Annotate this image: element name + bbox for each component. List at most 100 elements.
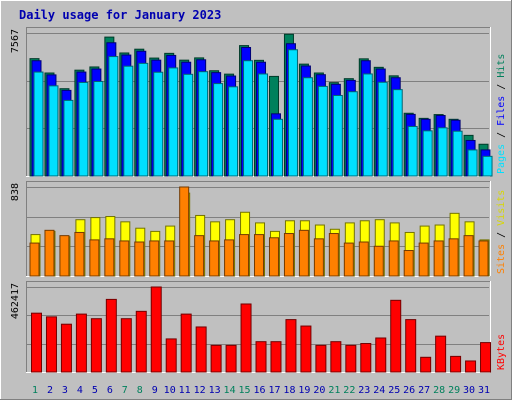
bar-sites-day-13 (209, 240, 220, 277)
bar-pages-day-14 (228, 86, 239, 177)
panel-3: 462417 KBytes (10, 281, 507, 373)
bar-kbytes-day-9 (150, 286, 162, 373)
bar-sites-day-28 (433, 240, 444, 277)
day-label: 24 (373, 385, 385, 396)
day-label: 3 (62, 385, 68, 396)
bar-pages-day-20 (317, 85, 328, 177)
legend-entry: / (496, 126, 507, 144)
legend-entry: Sites (496, 244, 507, 274)
bar-kbytes-day-1 (31, 312, 42, 373)
day-label: 16 (253, 385, 265, 396)
series-pages (33, 49, 493, 177)
bar-pages-day-21 (332, 94, 343, 177)
bar-sites-day-30 (463, 235, 474, 277)
bar-kbytes-day-4 (75, 313, 87, 373)
day-label: 10 (164, 385, 176, 396)
bar-sites-day-23 (358, 241, 369, 277)
day-label: 14 (224, 385, 236, 396)
bar-kbytes-day-29 (450, 355, 462, 373)
bar-kbytes-day-14 (225, 344, 237, 373)
bar-pages-day-8 (138, 62, 149, 177)
chart-title: Daily usage for January 2023 (19, 8, 221, 22)
bar-sites-day-26 (403, 250, 414, 277)
bar-sites-day-29 (448, 238, 459, 277)
series-legend: Pages / Files / Hits (496, 54, 507, 174)
day-label: 29 (448, 385, 460, 396)
bar-pages-day-13 (213, 83, 224, 177)
bar-pages-day-4 (78, 81, 89, 177)
legend-entry: KBytes (496, 334, 507, 370)
bar-pages-day-11 (183, 73, 194, 177)
bar-sites-day-5 (89, 239, 100, 277)
bar-sites-day-20 (313, 238, 324, 277)
day-label: 30 (463, 385, 475, 396)
bar-kbytes-day-11 (180, 313, 192, 373)
bar-pages-day-31 (482, 155, 493, 177)
day-label: 2 (47, 385, 53, 396)
bar-sites-day-3 (59, 235, 70, 277)
ymax-label: 838 (10, 183, 21, 201)
legend-entry: Files (496, 96, 507, 126)
bar-kbytes-day-30 (465, 360, 477, 373)
panel-2: 838 Sites / Visits (10, 181, 507, 277)
day-label: 20 (313, 385, 325, 396)
bar-pages-day-16 (258, 73, 269, 177)
ymax-label: 462417 (10, 283, 21, 319)
bar-pages-day-29 (452, 130, 463, 177)
bar-sites-day-4 (74, 231, 85, 277)
bar-pages-day-1 (33, 71, 44, 177)
day-label: 28 (433, 385, 445, 396)
bar-pages-day-26 (407, 125, 418, 177)
bar-pages-day-27 (422, 130, 433, 177)
bar-pages-day-12 (198, 71, 209, 177)
bar-sites-day-15 (239, 234, 250, 277)
day-label: 23 (358, 385, 370, 396)
day-label: 12 (194, 385, 206, 396)
bar-sites-day-14 (224, 239, 235, 277)
day-label: 11 (179, 385, 191, 396)
bar-pages-day-15 (243, 60, 254, 177)
bar-sites-day-1 (29, 242, 40, 277)
bar-kbytes-day-2 (45, 316, 57, 373)
day-label: 22 (343, 385, 355, 396)
day-label: 9 (152, 385, 158, 396)
bar-pages-day-22 (347, 91, 358, 177)
bar-sites-day-22 (343, 242, 354, 277)
bar-kbytes-day-15 (240, 303, 252, 373)
bar-pages-day-7 (123, 65, 134, 177)
bar-sites-day-25 (388, 240, 399, 277)
bar-kbytes-day-24 (375, 337, 387, 373)
bar-pages-day-3 (63, 99, 74, 177)
legend-entry: / (496, 226, 507, 244)
ymax-label: 7567 (10, 29, 21, 53)
bar-kbytes-day-23 (360, 343, 372, 373)
bar-sites-day-7 (119, 240, 130, 277)
bar-kbytes-day-18 (285, 319, 297, 373)
bar-pages-day-6 (108, 56, 119, 177)
bar-sites-day-10 (164, 240, 175, 277)
bar-sites-day-12 (194, 235, 205, 277)
bar-sites-day-17 (268, 237, 279, 277)
bar-pages-day-23 (362, 73, 373, 177)
bar-pages-day-28 (437, 127, 448, 177)
bar-pages-day-17 (272, 118, 283, 177)
bar-sites-day-11 (179, 186, 190, 277)
bar-kbytes-day-22 (345, 344, 357, 373)
bar-kbytes-day-31 (480, 342, 492, 373)
series-legend: Sites / Visits (496, 190, 507, 274)
bar-sites-day-27 (418, 242, 429, 277)
bar-kbytes-day-12 (195, 326, 207, 373)
day-label: 4 (77, 385, 83, 396)
day-label: 1 (32, 385, 38, 396)
bar-kbytes-day-20 (315, 344, 327, 373)
day-label: 15 (239, 385, 251, 396)
bar-kbytes-day-6 (105, 298, 117, 373)
panel-1: 7567 Pages / Files / Hits (10, 27, 507, 177)
day-label: 25 (388, 385, 400, 396)
day-label: 8 (137, 385, 143, 396)
day-label: 31 (478, 385, 490, 396)
bar-sites-day-31 (478, 240, 489, 277)
day-label: 13 (209, 385, 221, 396)
bar-kbytes-day-13 (210, 344, 222, 373)
bar-sites-day-6 (104, 238, 115, 277)
